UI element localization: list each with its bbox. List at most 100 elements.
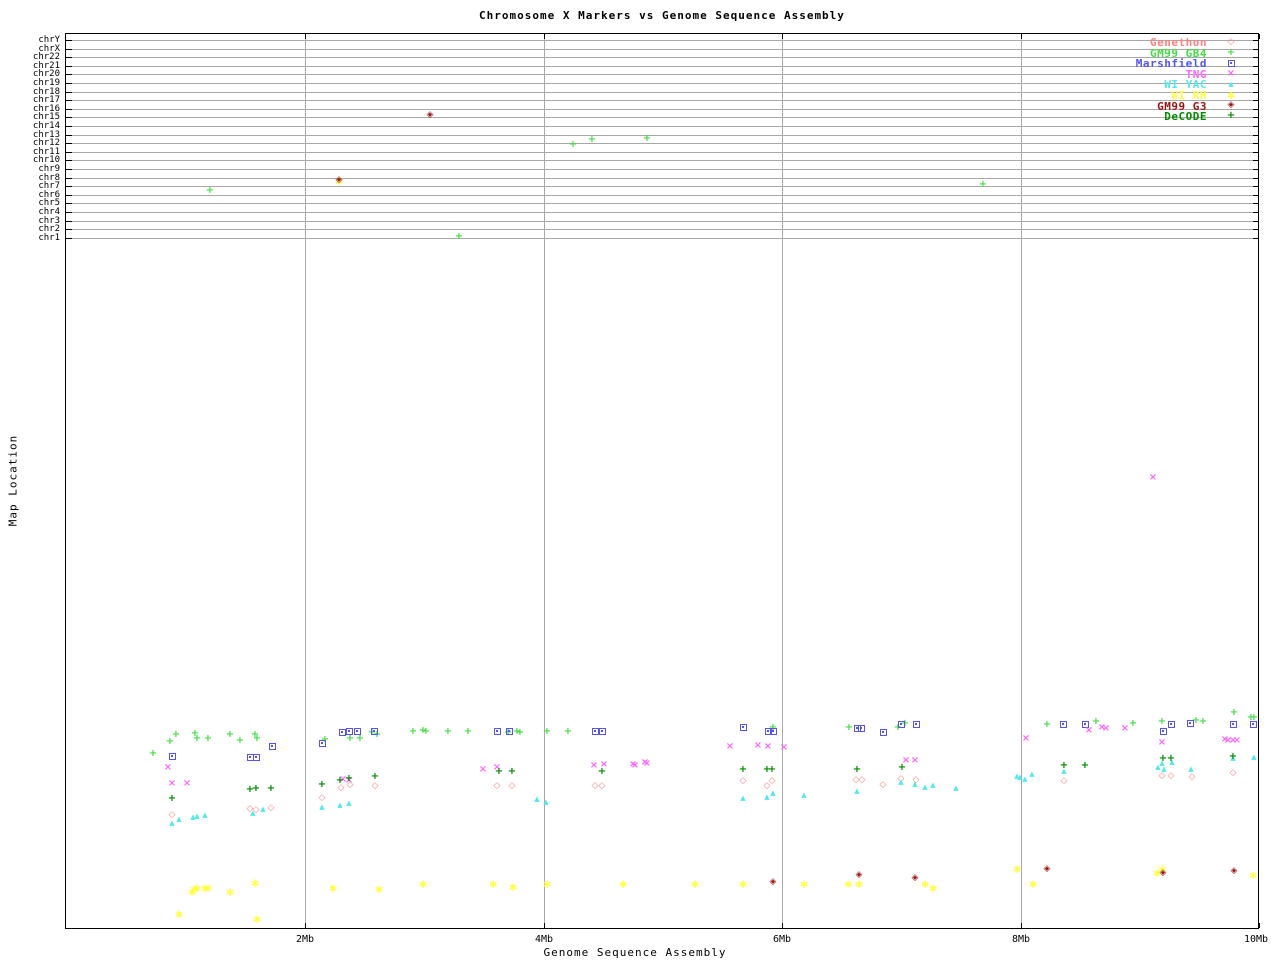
decode-marker: + <box>852 764 862 775</box>
wi-yac-marker: ▲ <box>1230 753 1236 762</box>
y-tick-left <box>66 126 72 127</box>
chromosome-label: chr14 <box>32 121 60 131</box>
marshfield-marker <box>491 725 503 737</box>
x-tick-top <box>305 34 306 39</box>
wi-yac-marker: ▲ <box>1188 764 1194 773</box>
y-tick-left <box>66 83 72 84</box>
chromosome-gridline <box>66 229 1259 230</box>
tng-marker: × <box>779 742 789 753</box>
marshfield-marker <box>589 725 601 737</box>
tng-marker: × <box>753 740 763 751</box>
gm99-gb4-marker: + <box>443 726 453 737</box>
y-tick-left <box>66 66 72 67</box>
y-tick-right <box>1253 143 1259 144</box>
chromosome-label: chr3 <box>38 216 60 226</box>
marshfield-marker <box>895 718 907 730</box>
genethon-marker: ◇ <box>879 779 887 790</box>
wi-rh-marker: ∗ <box>927 881 939 895</box>
chromosome-label: chr13 <box>32 130 60 140</box>
decode-marker: + <box>167 793 177 804</box>
tng-marker: × <box>630 760 640 771</box>
genethon-marker: ◇ <box>852 774 860 785</box>
decode-marker: + <box>738 764 748 775</box>
gm99-g3-marker: ◈ <box>426 109 434 120</box>
marshfield-marker <box>1057 718 1069 730</box>
wi-rh-marker: ∗ <box>186 885 198 899</box>
wi-rh-marker: ∗ <box>249 876 261 890</box>
tng-marker: × <box>628 759 638 770</box>
genethon-marker: ◇ <box>267 802 275 813</box>
y-tick-left <box>66 117 72 118</box>
decode-marker: + <box>251 783 261 794</box>
genethon-marker: ◇ <box>763 780 771 791</box>
marshfield-marker <box>596 725 608 737</box>
marshfield-marker <box>1184 717 1196 729</box>
y-tick-left <box>66 152 72 153</box>
decode-marker: + <box>1059 760 1069 771</box>
marshfield-marker <box>1227 718 1239 730</box>
chromosome-label: chr11 <box>32 147 60 157</box>
gm99-gb4-marker: + <box>454 231 464 242</box>
genethon-marker: ◇ <box>598 780 606 791</box>
y-tick-left <box>66 203 72 204</box>
tng-marker: × <box>642 758 652 769</box>
genethon-legend-marker: ◇ <box>1227 36 1235 47</box>
tng-marker: × <box>910 755 920 766</box>
y-tick-right <box>1253 49 1259 50</box>
y-tick-right <box>1253 229 1259 230</box>
gm99-gb4-marker: + <box>225 729 235 740</box>
y-tick-right <box>1253 221 1259 222</box>
wi-rh-marker: ∗ <box>188 882 200 896</box>
y-tick-left <box>66 238 72 239</box>
wi-yac-marker: ▲ <box>319 802 325 811</box>
marshfield-marker <box>855 722 867 734</box>
genethon-marker: ◇ <box>1167 770 1175 781</box>
y-tick-right <box>1253 238 1259 239</box>
genethon-marker: ◇ <box>912 774 920 785</box>
wi-rh-marker: ∗ <box>224 885 236 899</box>
chromosome-label: chr9 <box>38 164 60 174</box>
chromosome-label: chr19 <box>32 78 60 88</box>
chromosome-label: chr21 <box>32 61 60 71</box>
decode-marker: + <box>266 783 276 794</box>
wi-rh-marker: ∗ <box>798 877 810 891</box>
wi-rh-marker: ∗ <box>251 912 263 926</box>
tng-marker: × <box>1228 735 1238 746</box>
chromosome-gridline <box>66 83 1259 84</box>
gm99-gb4-marker: + <box>542 726 552 737</box>
gm99-gb4-marker: + <box>1128 718 1138 729</box>
genethon-marker: ◇ <box>337 782 345 793</box>
decode-marker: + <box>317 779 327 790</box>
plot-area-border <box>65 33 1259 929</box>
chromosome-gridline <box>66 92 1259 93</box>
y-tick-left <box>66 100 72 101</box>
gm99-gb4-marker: + <box>372 729 382 740</box>
genethon-marker: ◇ <box>493 780 501 791</box>
marshfield-marker <box>762 725 774 737</box>
y-tick-left <box>66 186 72 187</box>
tng-marker: × <box>1148 472 1158 483</box>
gm99-gb4-marker: + <box>418 725 428 736</box>
wi-yac-marker: ▲ <box>898 777 904 786</box>
marshfield-legend-marker <box>1225 57 1237 69</box>
decode-marker: + <box>762 764 772 775</box>
decode-marker: + <box>597 766 607 777</box>
wi-yac-marker: ▲ <box>250 808 256 817</box>
wi-yac-marker: ▲ <box>169 818 175 827</box>
y-tick-right <box>1253 135 1259 136</box>
chromosome-label: chr7 <box>38 181 60 191</box>
gm99-g3-marker: ◈ <box>1230 865 1238 876</box>
gm99-gb4-marker: + <box>1198 716 1208 727</box>
wi-yac-marker: ▲ <box>260 804 266 813</box>
y-tick-right <box>1253 117 1259 118</box>
gm99-gb4-marker: + <box>355 733 365 744</box>
chromosome-label: chr12 <box>32 138 60 148</box>
y-tick-left <box>66 195 72 196</box>
y-tick-right <box>1253 160 1259 161</box>
marshfield-marker <box>737 721 749 733</box>
tng-marker: × <box>763 741 773 752</box>
tng-marker: × <box>1097 722 1107 733</box>
gm99-gb4-marker: + <box>205 185 215 196</box>
wi-rh-marker: ∗ <box>327 881 339 895</box>
marshfield-marker <box>166 750 178 762</box>
